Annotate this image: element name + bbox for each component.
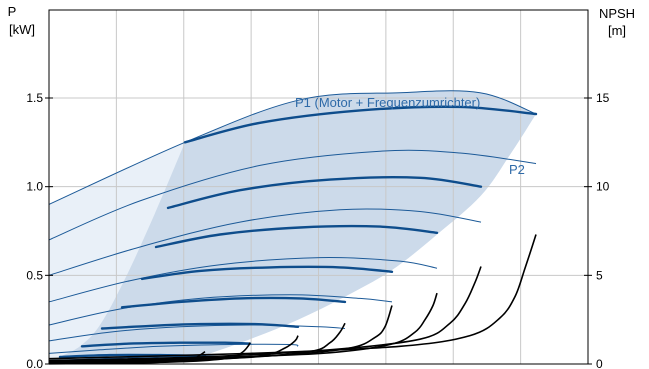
p1-annotation: P1 (Motor + Frequenzumrichter) bbox=[295, 95, 480, 110]
envelope-operating-area bbox=[49, 90, 536, 361]
left-tick-label: 1.5 bbox=[26, 91, 43, 105]
left-tick-label: 0.5 bbox=[26, 268, 43, 282]
p1-curve bbox=[80, 341, 252, 348]
grid-lines bbox=[49, 10, 588, 364]
right-tick-label: 15 bbox=[596, 91, 610, 105]
right-axis-unit: [m] bbox=[608, 23, 626, 38]
left-axis-unit: [kW] bbox=[9, 22, 35, 37]
p1-curves bbox=[58, 105, 538, 359]
p1-curve bbox=[100, 322, 300, 330]
left-axis-symbol: P bbox=[8, 4, 17, 19]
left-tick-label: 0.0 bbox=[26, 357, 43, 369]
p2-curve bbox=[48, 149, 537, 241]
p1-curve bbox=[183, 105, 538, 144]
p1-curve bbox=[120, 296, 347, 309]
right-tick-label: 0 bbox=[596, 357, 603, 369]
left-axis-ticks: 0.0 0.5 1.0 1.5 bbox=[26, 91, 53, 369]
p1-curve bbox=[154, 224, 439, 249]
npsh-curve bbox=[48, 266, 482, 362]
p2-annotation: P2 bbox=[509, 162, 525, 177]
p2-curve bbox=[48, 90, 537, 205]
p2-curves bbox=[48, 90, 537, 361]
right-tick-label: 5 bbox=[596, 268, 603, 282]
p1-curve bbox=[166, 176, 483, 210]
right-tick-label: 10 bbox=[596, 180, 610, 194]
npsh-curve bbox=[48, 234, 537, 360]
right-axis-ticks: 0 5 10 15 bbox=[584, 91, 610, 369]
npsh-curve bbox=[48, 292, 438, 363]
p2-curve bbox=[48, 208, 482, 276]
npsh-curve bbox=[48, 350, 206, 365]
p1-curve bbox=[140, 265, 394, 281]
right-axis-symbol: NPSH bbox=[599, 6, 635, 21]
p2-curve bbox=[48, 324, 346, 342]
left-tick-label: 1.0 bbox=[26, 180, 43, 194]
npsh-curves bbox=[48, 234, 537, 365]
p2-curve bbox=[48, 257, 438, 303]
p2-curve bbox=[48, 294, 393, 326]
operating-envelope bbox=[49, 90, 536, 361]
